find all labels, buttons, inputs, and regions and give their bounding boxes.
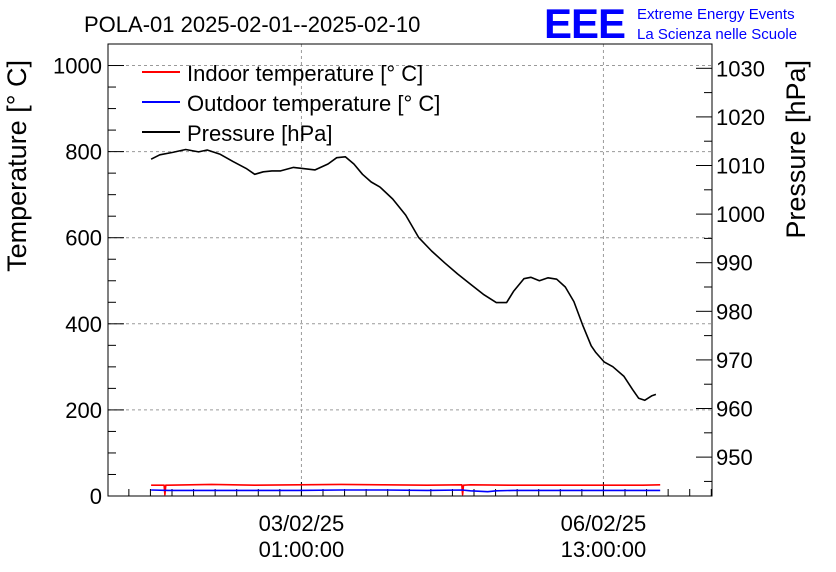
x-tick-label-date-1: 06/02/25 [561,511,647,536]
legend: Indoor temperature [° C] Outdoor temperat… [142,61,440,146]
y-tick-label-right-990: 990 [716,251,753,276]
series-line-1 [151,489,661,493]
plot-frame [107,43,713,497]
y-tick-label-right-980: 980 [716,299,753,324]
y-axis-right-title: Pressure [hPa] [781,60,811,239]
legend-label-1: Outdoor temperature [° C] [187,91,440,116]
y-tick-label-right-1020: 1020 [716,105,765,130]
series-line-2 [150,148,657,402]
y-tick-label-left-0: 0 [90,484,102,509]
x-tick-label-date-0: 03/02/25 [259,511,345,536]
series-line-0 [151,483,661,496]
y-axis-left-title: Temperature [° C] [2,60,32,272]
y-tick-label-left-600: 600 [65,226,102,251]
eee-logo: EEE [544,0,625,47]
chart-title: POLA-01 2025-02-01--2025-02-10 [84,12,420,37]
branding-line-1: Extreme Energy Events [637,6,795,23]
y-tick-label-right-1030: 1030 [716,56,765,81]
series-layer [150,148,661,496]
legend-label-0: Indoor temperature [° C] [187,61,423,86]
y-tick-label-right-950: 950 [716,445,753,470]
y-axis-right: 950 960 970 980 990 1000 1010 1020 1030 [696,56,765,482]
y-tick-label-right-960: 960 [716,397,753,422]
branding-line-2: La Scienza nelle Scuole [637,26,797,43]
x-tick-label-time-0: 01:00:00 [259,537,345,562]
legend-label-2: Pressure [hPa] [187,121,333,146]
x-tick-label-time-1: 13:00:00 [561,537,647,562]
y-tick-label-left-200: 200 [65,398,102,423]
y-tick-label-right-1000: 1000 [716,202,765,227]
y-tick-label-left-800: 800 [65,140,102,165]
y-tick-label-right-1010: 1010 [716,154,765,179]
y-tick-label-left-1000: 1000 [53,54,102,79]
y-tick-label-right-970: 970 [716,348,753,373]
y-axis-left: 0 200 400 600 800 1000 [53,54,124,509]
grid [108,44,712,496]
y-tick-label-left-400: 400 [65,312,102,337]
